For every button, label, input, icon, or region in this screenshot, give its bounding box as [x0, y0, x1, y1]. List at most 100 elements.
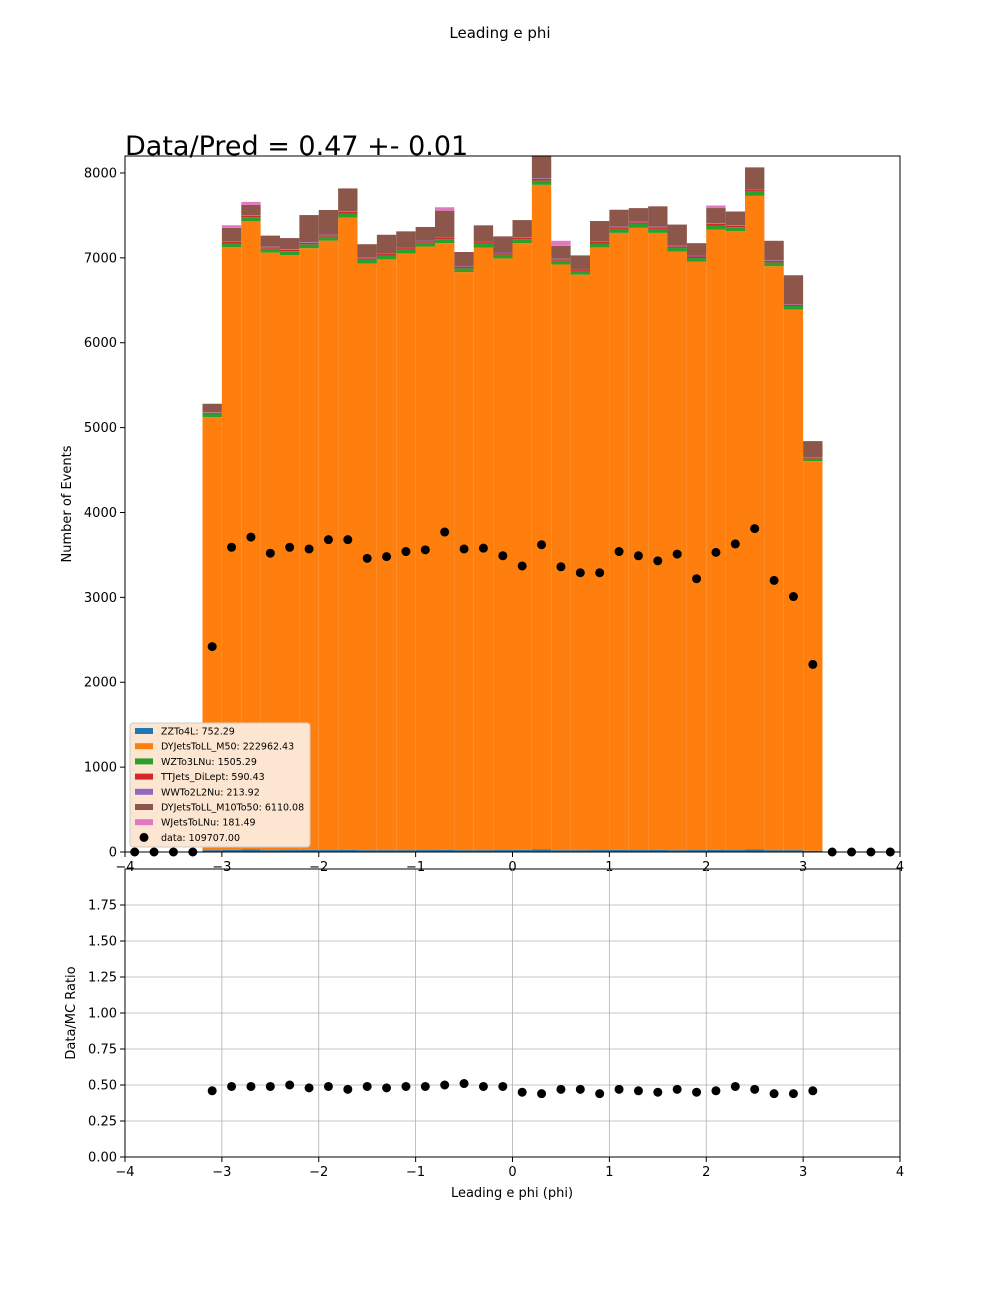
histogram-bar-s3-b30: [783, 304, 804, 306]
main-x-tick-label: 0: [508, 860, 516, 875]
main-y-axis-label: Number of Events: [60, 445, 75, 562]
data-point-23: [575, 568, 585, 578]
data-point-12: [362, 553, 372, 563]
legend-label-5: DYJetsToLL_M10To50: 6110.08: [161, 803, 304, 814]
histogram-bar-s3-b17: [531, 178, 552, 181]
histogram-bar-s4-b13: [454, 266, 474, 267]
histogram-bar-s2-b3: [260, 248, 280, 253]
histogram-bar-s0-b21: [609, 849, 629, 852]
ratio-y-axis: 0.00 0.25 0.50 0.75 1.00 1.25 1.50 1.75: [88, 899, 125, 1166]
histogram-bar-s4-b1: [221, 241, 242, 242]
histogram-bar-s0-b11: [415, 850, 435, 852]
histogram-bar-s5-b23: [648, 206, 668, 227]
histogram-bar-s1-b20: [590, 247, 610, 851]
main-x-tick-label: −2: [309, 860, 328, 875]
data-point-26: [633, 551, 643, 561]
ratio-y-tick-label: 1.50: [88, 935, 117, 950]
ratio-x-tick-label: 1: [605, 1165, 613, 1180]
histogram-bar-s4-b29: [764, 260, 784, 261]
ratio-point-19: [575, 1084, 585, 1094]
ratio-point-18: [556, 1084, 566, 1094]
legend-swatch-1: [135, 743, 153, 750]
histogram-bar-s3-b11: [415, 241, 435, 243]
data-point-17: [459, 544, 469, 554]
histogram-bar-s3-b27: [725, 225, 745, 228]
main-y-tick-label: 5000: [84, 421, 117, 436]
histogram-bar-s4-b7: [338, 211, 358, 212]
histogram-bar-s5-b8: [357, 244, 377, 258]
histogram-bar-s3-b20: [590, 241, 610, 244]
ratio-point-8: [362, 1081, 372, 1091]
histogram-bar-s5-b27: [725, 211, 745, 226]
histogram-bar-s3-b6: [318, 235, 339, 237]
histogram-bar-s2-b25: [686, 258, 707, 262]
main-x-tick-label: 3: [799, 860, 807, 875]
histogram-bar-s3-b23: [648, 227, 668, 229]
histogram-bar-s1-b30: [783, 309, 804, 851]
histogram-bar-s0-b13: [454, 850, 474, 852]
histogram-bar-s2-b28: [745, 191, 765, 196]
histogram-bar-s1-b13: [454, 272, 474, 851]
histogram-bar-s2-b9: [376, 255, 397, 260]
main-y-tick-label: 0: [109, 846, 117, 861]
ratio-point-20: [595, 1089, 605, 1099]
data-point-7: [265, 548, 275, 558]
histogram-bar-s2-b27: [725, 227, 745, 232]
histogram-bar-s0-b27: [725, 850, 745, 852]
data-point-14: [401, 547, 411, 557]
histogram-bar-s1-b12: [435, 243, 455, 850]
histogram-bar-s5-b13: [454, 251, 474, 267]
data-point-4: [207, 642, 217, 652]
histogram-bar-s5-b21: [609, 209, 629, 227]
histogram-bar-s2-b2: [241, 217, 261, 222]
data-point-24: [595, 568, 605, 578]
histogram-bar-s1-b28: [745, 195, 765, 850]
histogram-bar-s5-b29: [764, 240, 784, 261]
ratio-x-tick-label: 2: [702, 1165, 710, 1180]
ratio-point-2: [246, 1081, 256, 1091]
ratio-point-21: [614, 1084, 624, 1094]
histogram-bar-s5-b12: [435, 210, 455, 237]
histogram-bar-s4-b8: [357, 257, 377, 259]
data-point-35: [808, 659, 818, 669]
ratio-point-6: [323, 1081, 333, 1091]
data-point-28: [672, 549, 682, 559]
histogram-bar-s1-b29: [764, 266, 784, 851]
data-point-8: [285, 542, 295, 552]
histogram-bar-s2-b19: [570, 270, 590, 275]
histogram-bar-s4-b5: [299, 242, 319, 243]
legend-label-2: WZTo3LNu: 1505.29: [161, 757, 257, 768]
histogram-bar-s0-b3: [260, 850, 280, 852]
ratio-point-26: [711, 1086, 721, 1096]
histogram-bar-s4-b24: [667, 245, 687, 247]
ratio-y-tick-label: 0.00: [88, 1151, 117, 1166]
histogram-bar-s2-b4: [280, 251, 300, 256]
main-x-tick-label: 4: [896, 860, 904, 875]
histogram-bar-s0-b20: [590, 850, 610, 852]
histogram-bar-s0-b7: [338, 849, 358, 852]
histogram-bar-s0-b1: [221, 849, 242, 852]
histogram-bar-s6-b2: [241, 201, 261, 205]
histogram-bar-s1-b17: [531, 184, 552, 850]
histogram-bar-s1-b22: [628, 227, 649, 851]
histogram-bar-s3-b24: [667, 246, 687, 248]
histogram-bar-s0-b12: [435, 849, 455, 852]
histogram-bar-s5-b19: [570, 255, 590, 269]
histogram-bar-s2-b22: [628, 223, 649, 228]
histogram-bar-s5-b22: [628, 208, 649, 222]
histogram-bar-s4-b11: [415, 240, 435, 242]
histogram-bar-s1-b26: [706, 229, 726, 850]
main-x-tick-label: 1: [605, 860, 613, 875]
histogram-bar-s0-b10: [396, 850, 416, 852]
histogram-bar-s0-b17: [531, 849, 552, 852]
ratio-y-tick-label: 1.25: [88, 971, 117, 986]
histogram-bar-s0-b14: [473, 850, 494, 852]
data-point-32: [750, 524, 760, 534]
ratio-x-tick-label: −3: [212, 1165, 231, 1180]
ratio-y-tick-label: 0.75: [88, 1043, 117, 1058]
main-y-tick-label: 7000: [84, 251, 117, 266]
histogram-bar-s3-b22: [628, 222, 649, 224]
histogram-bar-s2-b18: [551, 260, 571, 265]
legend-swatch-5: [135, 804, 153, 810]
